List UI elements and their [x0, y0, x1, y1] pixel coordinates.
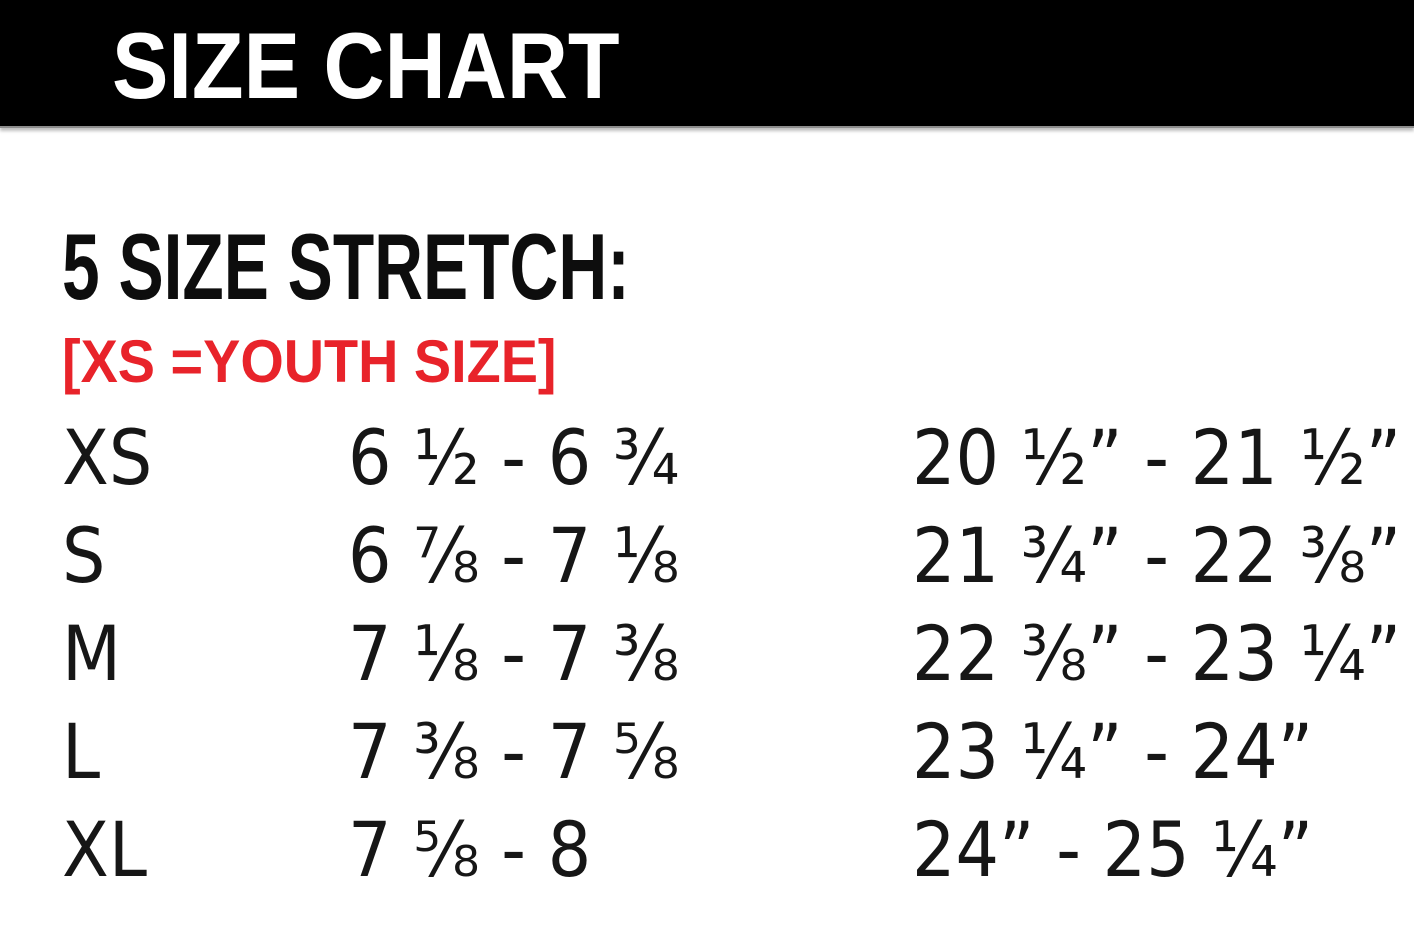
- section-heading: 5 SIZE STRETCH:: [62, 214, 630, 319]
- hat-size-range: 7 ⅛ - 7 ⅜: [348, 609, 680, 698]
- youth-size-note: [XS =YOUTH SIZE]: [62, 328, 557, 395]
- head-measurement-range: 24” - 25 ¼”: [912, 805, 1314, 894]
- size-label: XS: [62, 413, 153, 502]
- head-measurement-range: 23 ¼” - 24”: [912, 707, 1314, 796]
- table-row: M 7 ⅛ - 7 ⅜ 22 ⅜” - 23 ¼”: [62, 605, 1414, 703]
- size-label: S: [62, 511, 106, 600]
- hat-size-range: 7 ⅝ - 8: [348, 805, 592, 894]
- head-measurement-range: 22 ⅜” - 23 ¼”: [912, 609, 1402, 698]
- hat-size-range: 6 ⅞ - 7 ⅛: [348, 511, 680, 600]
- head-measurement-range: 21 ¾” - 22 ⅜”: [912, 511, 1402, 600]
- content-area: 5 SIZE STRETCH: [XS =YOUTH SIZE] XS 6 ½ …: [0, 220, 1414, 899]
- head-measurement-range: 20 ½” - 21 ½”: [912, 413, 1402, 502]
- table-row: XS 6 ½ - 6 ¾ 20 ½” - 21 ½”: [62, 409, 1414, 507]
- page-title: SIZE CHART: [112, 13, 620, 118]
- table-row: XL 7 ⅝ - 8 24” - 25 ¼”: [62, 801, 1414, 899]
- size-label: L: [62, 707, 101, 796]
- size-label: M: [62, 609, 122, 698]
- size-table: XS 6 ½ - 6 ¾ 20 ½” - 21 ½” S 6 ⅞ - 7 ⅛ 2…: [62, 409, 1414, 899]
- hat-size-range: 6 ½ - 6 ¾: [348, 413, 680, 502]
- size-label: XL: [62, 805, 147, 894]
- size-chart-header: SIZE CHART: [0, 0, 1414, 128]
- table-row: L 7 ⅜ - 7 ⅝ 23 ¼” - 24”: [62, 703, 1414, 801]
- table-row: S 6 ⅞ - 7 ⅛ 21 ¾” - 22 ⅜”: [62, 507, 1414, 605]
- hat-size-range: 7 ⅜ - 7 ⅝: [348, 707, 680, 796]
